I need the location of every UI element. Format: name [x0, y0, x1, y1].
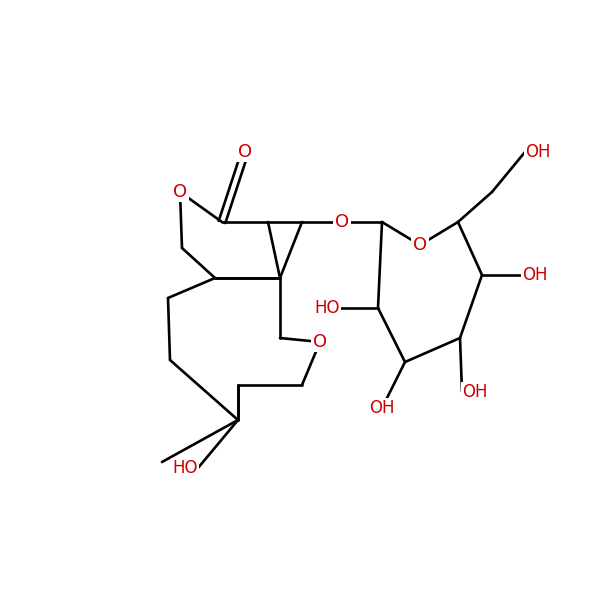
Text: HO: HO	[173, 459, 198, 477]
Text: OH: OH	[462, 383, 487, 401]
Text: HO: HO	[314, 299, 340, 317]
Text: O: O	[413, 236, 427, 254]
Text: OH: OH	[369, 399, 395, 417]
Text: O: O	[238, 143, 252, 161]
Text: O: O	[313, 333, 327, 351]
Text: O: O	[173, 183, 187, 201]
Text: OH: OH	[525, 143, 551, 161]
Text: O: O	[335, 213, 349, 231]
Text: OH: OH	[522, 266, 548, 284]
